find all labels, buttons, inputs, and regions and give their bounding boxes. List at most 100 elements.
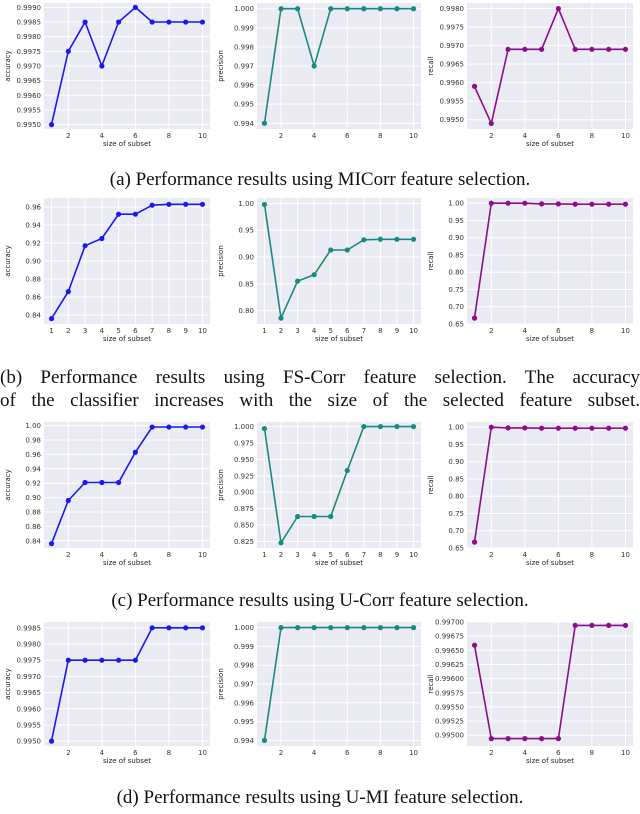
chart-a-accuracy-point bbox=[183, 19, 189, 25]
chart-d-accuracy-point bbox=[82, 657, 88, 663]
chart-a-precision-point bbox=[344, 6, 350, 12]
chart-b-recall-point bbox=[606, 201, 612, 207]
chart-a-recall-ytick-label: 0.9970 bbox=[440, 42, 465, 50]
chart-c-accuracy-ytick-label: 0.92 bbox=[25, 480, 41, 488]
chart-a-accuracy-point bbox=[149, 19, 155, 25]
chart-c-accuracy-xtick-label: 8 bbox=[167, 551, 171, 559]
chart-b-recall-ylabel: recall bbox=[427, 251, 435, 270]
chart-a-accuracy-xtick-label: 10 bbox=[198, 132, 207, 140]
chart-d-precision-ytick-label: 0.995 bbox=[234, 718, 254, 726]
chart-a-precision-ytick-label: 0.999 bbox=[234, 24, 254, 32]
chart-b-recall-ytick-label: 0.80 bbox=[448, 269, 464, 277]
chart-a-accuracy-ytick-label: 0.9990 bbox=[17, 4, 42, 12]
chart-a-recall-xtick-label: 4 bbox=[523, 132, 528, 140]
chart-d-precision-xtick-label: 4 bbox=[312, 749, 317, 757]
chart-c-precision-xtick-label: 8 bbox=[378, 551, 382, 559]
chart-c-accuracy-point bbox=[132, 449, 138, 455]
chart-c-recall-point bbox=[505, 425, 511, 431]
chart-b-accuracy-ylabel: accuracy bbox=[4, 245, 12, 277]
chart-b-precision-point bbox=[344, 247, 350, 253]
chart-b-accuracy-ytick-label: 0.92 bbox=[25, 240, 41, 248]
chart-a-precision-ytick-label: 0.995 bbox=[234, 101, 254, 109]
chart-c-accuracy-point bbox=[82, 479, 88, 486]
chart-d-accuracy-xtick-label: 8 bbox=[167, 749, 171, 757]
chart-d-accuracy-ytick-label: 0.9985 bbox=[17, 624, 42, 632]
chart-c-recall-point bbox=[539, 425, 545, 431]
chart-d-accuracy-ytick-label: 0.9975 bbox=[17, 657, 42, 665]
chart-b-precision-ytick-label: 1.00 bbox=[238, 200, 254, 208]
chart-a-precision-point bbox=[278, 6, 284, 12]
chart-b-precision-series-line bbox=[263, 204, 414, 319]
chart-d-accuracy-point bbox=[199, 625, 206, 631]
chart-a-precision-point bbox=[311, 63, 317, 69]
chart-c-precision-xtick-label: 3 bbox=[295, 551, 299, 559]
chart-c-recall-ytick-label: 0.80 bbox=[448, 493, 464, 501]
chart-c-accuracy-point bbox=[183, 424, 189, 430]
chart-b-recall-xlabel: size of subset bbox=[526, 335, 574, 343]
chart-c-precision-xtick-label: 4 bbox=[312, 551, 317, 559]
chart-c-recall-plot-area bbox=[467, 422, 633, 548]
chart-a-accuracy-point bbox=[199, 19, 206, 25]
chart-a-precision-point bbox=[410, 6, 417, 12]
caption-b-line2: of the classifier increases with the siz… bbox=[0, 390, 640, 411]
chart-d-recall-point bbox=[471, 642, 478, 648]
chart-d-recall-point bbox=[572, 622, 578, 628]
chart-d-recall-point bbox=[555, 736, 561, 742]
chart-a-accuracy-xtick-label: 2 bbox=[66, 132, 70, 140]
chart-a-accuracy-xlabel: size of subset bbox=[103, 140, 151, 148]
chart-c-recall-ytick-label: 0.90 bbox=[448, 458, 464, 466]
chart-c-recall-point bbox=[488, 424, 494, 430]
chart-a-recall-plot-area bbox=[467, 3, 633, 129]
chart-d-precision-point bbox=[410, 625, 417, 631]
chart-c-accuracy-series-line bbox=[50, 426, 203, 544]
chart-c-accuracy-point bbox=[149, 424, 155, 430]
chart-c-accuracy-xtick-label: 4 bbox=[100, 551, 105, 559]
chart-b-precision-point bbox=[311, 272, 317, 278]
chart-c-recall-point bbox=[572, 425, 578, 431]
chart-d-precision-xtick-label: 6 bbox=[345, 749, 350, 757]
chart-a-recall-ytick-label: 0.9975 bbox=[440, 24, 465, 32]
chart-a-accuracy-point bbox=[116, 19, 122, 25]
chart-c-recall-xtick-label: 8 bbox=[590, 551, 594, 559]
chart-c-accuracy-ytick-label: 0.84 bbox=[25, 537, 41, 545]
chart-d-recall-xtick-label: 2 bbox=[489, 749, 493, 757]
chart-b-accuracy-ytick-label: 0.86 bbox=[25, 294, 41, 302]
chart-c-precision-point bbox=[278, 540, 284, 546]
chart-b-precision-point bbox=[394, 236, 400, 242]
chart-d-precision-ytick-label: 0.996 bbox=[234, 699, 255, 707]
chart-c-accuracy-point bbox=[48, 541, 55, 547]
chart-b-accuracy-xtick-label: 2 bbox=[66, 327, 70, 335]
chart-c-recall-xtick-label: 6 bbox=[556, 551, 561, 559]
chart-c-precision-plot-area bbox=[257, 422, 421, 548]
chart-c-accuracy-point bbox=[199, 424, 206, 430]
chart-a-recall-xtick-label: 8 bbox=[590, 132, 594, 140]
chart-c-precision-xtick-label: 1 bbox=[262, 551, 266, 559]
chart-c-precision-point bbox=[394, 423, 400, 430]
chart-a-recall-ytick-label: 0.9965 bbox=[440, 61, 465, 69]
chart-d-accuracy-point bbox=[132, 657, 138, 663]
chart-c-recall-xtick-label: 10 bbox=[621, 551, 630, 559]
chart-a-accuracy-series-line bbox=[50, 6, 203, 125]
chart-d-recall-xtick-label: 8 bbox=[590, 749, 594, 757]
chart-b-recall-point bbox=[572, 201, 578, 207]
chart-b-accuracy-point bbox=[116, 211, 122, 217]
chart-b-recall-xtick-label: 4 bbox=[523, 327, 528, 335]
chart-d-precision-ytick-label: 0.997 bbox=[234, 681, 254, 689]
chart-b-accuracy-point bbox=[82, 243, 88, 249]
chart-b-precision-xtick-label: 9 bbox=[395, 327, 399, 335]
chart-c-accuracy-ytick-label: 0.98 bbox=[25, 437, 41, 445]
chart-a-recall-ytick-label: 0.9955 bbox=[440, 98, 465, 106]
chart-a-accuracy-ytick-label: 0.9955 bbox=[17, 106, 42, 114]
chart-d-accuracy-xtick-label: 10 bbox=[198, 749, 207, 757]
chart-b-accuracy-point bbox=[99, 235, 105, 242]
chart-c-recall-xlabel: size of subset bbox=[526, 559, 574, 567]
chart-c-recall-point bbox=[471, 539, 478, 545]
chart-a-precision-ytick-label: 0.994 bbox=[234, 120, 255, 128]
chart-b-accuracy-xtick-label: 10 bbox=[198, 327, 207, 335]
chart-a-accuracy-point bbox=[82, 19, 88, 25]
chart-c-accuracy-plot-area bbox=[44, 422, 210, 548]
chart-a-precision-xtick-label: 2 bbox=[279, 132, 283, 140]
chart-b-precision-ytick-label: 0.80 bbox=[238, 307, 254, 315]
chart-b-accuracy-xtick-label: 8 bbox=[167, 327, 171, 335]
chart-d-precision-ytick-label: 0.994 bbox=[234, 737, 255, 745]
